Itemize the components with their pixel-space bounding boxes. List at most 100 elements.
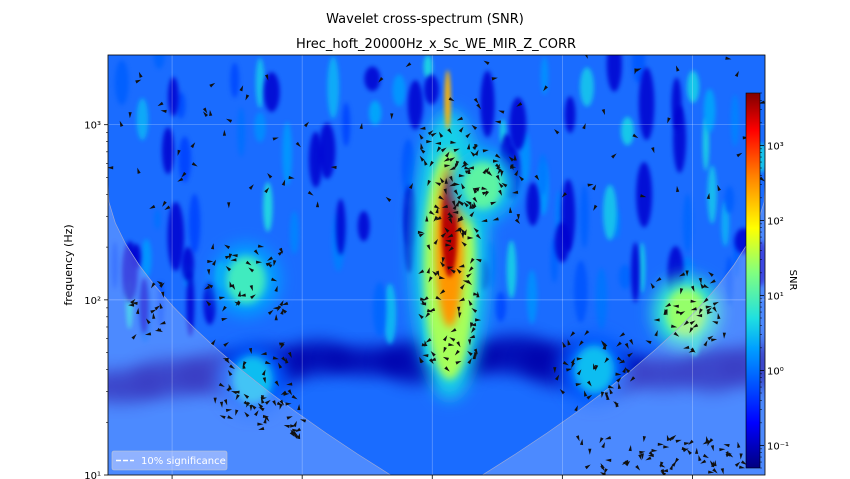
dark-streak — [167, 202, 185, 271]
phase-arrow — [669, 463, 673, 471]
phase-arrow — [307, 190, 314, 196]
phase-arrow — [280, 342, 285, 349]
phase-arrow — [472, 145, 479, 150]
phase-arrow — [224, 244, 231, 250]
phase-arrow — [500, 170, 504, 177]
phase-arrow — [683, 320, 690, 326]
dark-streak — [638, 67, 655, 141]
phase-arrow — [688, 439, 694, 446]
phase-arrow — [450, 140, 457, 144]
phase-arrow — [720, 468, 724, 475]
phase-arrow — [258, 406, 265, 412]
phase-arrow — [609, 388, 614, 395]
phase-arrow — [225, 255, 232, 260]
phase-arrow — [562, 361, 569, 366]
phase-arrow — [543, 85, 548, 92]
dark-streak — [564, 96, 576, 133]
phase-arrow — [484, 190, 490, 197]
phase-arrow — [448, 342, 455, 347]
phase-arrow — [260, 351, 267, 356]
phase-arrow — [287, 389, 293, 396]
phase-arrow — [516, 102, 523, 107]
dark-streak — [526, 182, 540, 226]
phase-arrow — [686, 449, 692, 455]
phase-arrow — [263, 417, 267, 424]
dark-streak — [186, 270, 195, 337]
phase-arrow — [472, 187, 478, 194]
phase-arrow — [419, 357, 424, 364]
phase-arrow — [494, 153, 501, 159]
phase-arrow — [425, 337, 432, 343]
phase-arrow — [229, 364, 235, 370]
phase-arrow — [159, 282, 165, 288]
phase-arrow — [467, 339, 472, 346]
phase-arrow — [242, 362, 246, 369]
phase-arrow — [722, 332, 726, 339]
phase-arrow — [501, 182, 508, 188]
phase-arrow — [663, 445, 670, 449]
phase-arrow — [689, 320, 696, 326]
phase-arrow — [603, 343, 607, 350]
phase-arrow — [458, 312, 462, 319]
phase-arrow — [451, 200, 456, 207]
phase-arrow — [279, 300, 284, 307]
phase-arrow — [209, 82, 216, 88]
phase-arrow — [227, 202, 231, 209]
phase-arrow — [497, 168, 503, 175]
dark-streak — [407, 80, 424, 130]
phase-arrow — [447, 214, 454, 219]
phase-arrow — [420, 142, 424, 150]
phase-arrow — [423, 159, 428, 166]
streak — [383, 283, 397, 344]
phase-arrow — [456, 160, 460, 168]
phase-arrow — [435, 141, 442, 146]
phase-arrow — [471, 124, 478, 130]
phase-arrow — [245, 401, 251, 408]
streak — [282, 121, 293, 186]
phase-arrow — [262, 377, 266, 384]
phase-arrow — [470, 323, 477, 327]
phase-arrow — [291, 394, 298, 400]
phase-arrow — [204, 285, 211, 290]
phase-arrow — [692, 323, 699, 328]
phase-arrow — [604, 392, 608, 399]
phase-arrow — [422, 296, 429, 301]
streak — [506, 240, 517, 299]
colorbar-label: SNR — [787, 270, 798, 291]
phase-arrow — [272, 400, 277, 407]
phase-arrow — [230, 258, 237, 262]
phase-arrow — [428, 358, 434, 365]
phase-arrow — [640, 194, 647, 198]
phase-arrow — [428, 307, 436, 312]
phase-arrow — [740, 460, 747, 465]
phase-arrow — [491, 77, 498, 81]
phase-arrow — [679, 311, 686, 316]
phase-arrow — [706, 307, 712, 313]
phase-arrow — [150, 282, 156, 289]
phase-arrow — [508, 156, 515, 162]
coi-right-shade — [481, 55, 765, 475]
phase-arrow — [461, 241, 467, 247]
dark-streak — [364, 66, 381, 92]
phase-arrow — [458, 297, 465, 302]
phase-arrow — [210, 243, 215, 250]
phase-arrow — [454, 349, 460, 356]
phase-arrow — [490, 201, 497, 206]
phase-arrow — [600, 464, 605, 472]
colorbar-ticks: 10⁻¹ 10⁰ 10¹ 10² 10³ — [760, 92, 789, 469]
phase-arrow — [128, 303, 135, 307]
streak — [620, 116, 634, 146]
phase-arrow — [601, 108, 605, 116]
phase-arrow — [443, 157, 450, 162]
phase-arrow — [433, 215, 439, 222]
phase-arrow — [421, 343, 428, 347]
phase-arrow — [707, 335, 714, 341]
phase-arrow — [435, 295, 442, 300]
main-peak-tip — [444, 69, 451, 130]
phase-arrow — [292, 430, 299, 436]
phase-arrow — [442, 356, 449, 361]
streak — [724, 186, 735, 214]
phase-arrow — [702, 453, 709, 459]
grid-lines — [108, 55, 765, 475]
phase-arrow — [708, 470, 715, 474]
